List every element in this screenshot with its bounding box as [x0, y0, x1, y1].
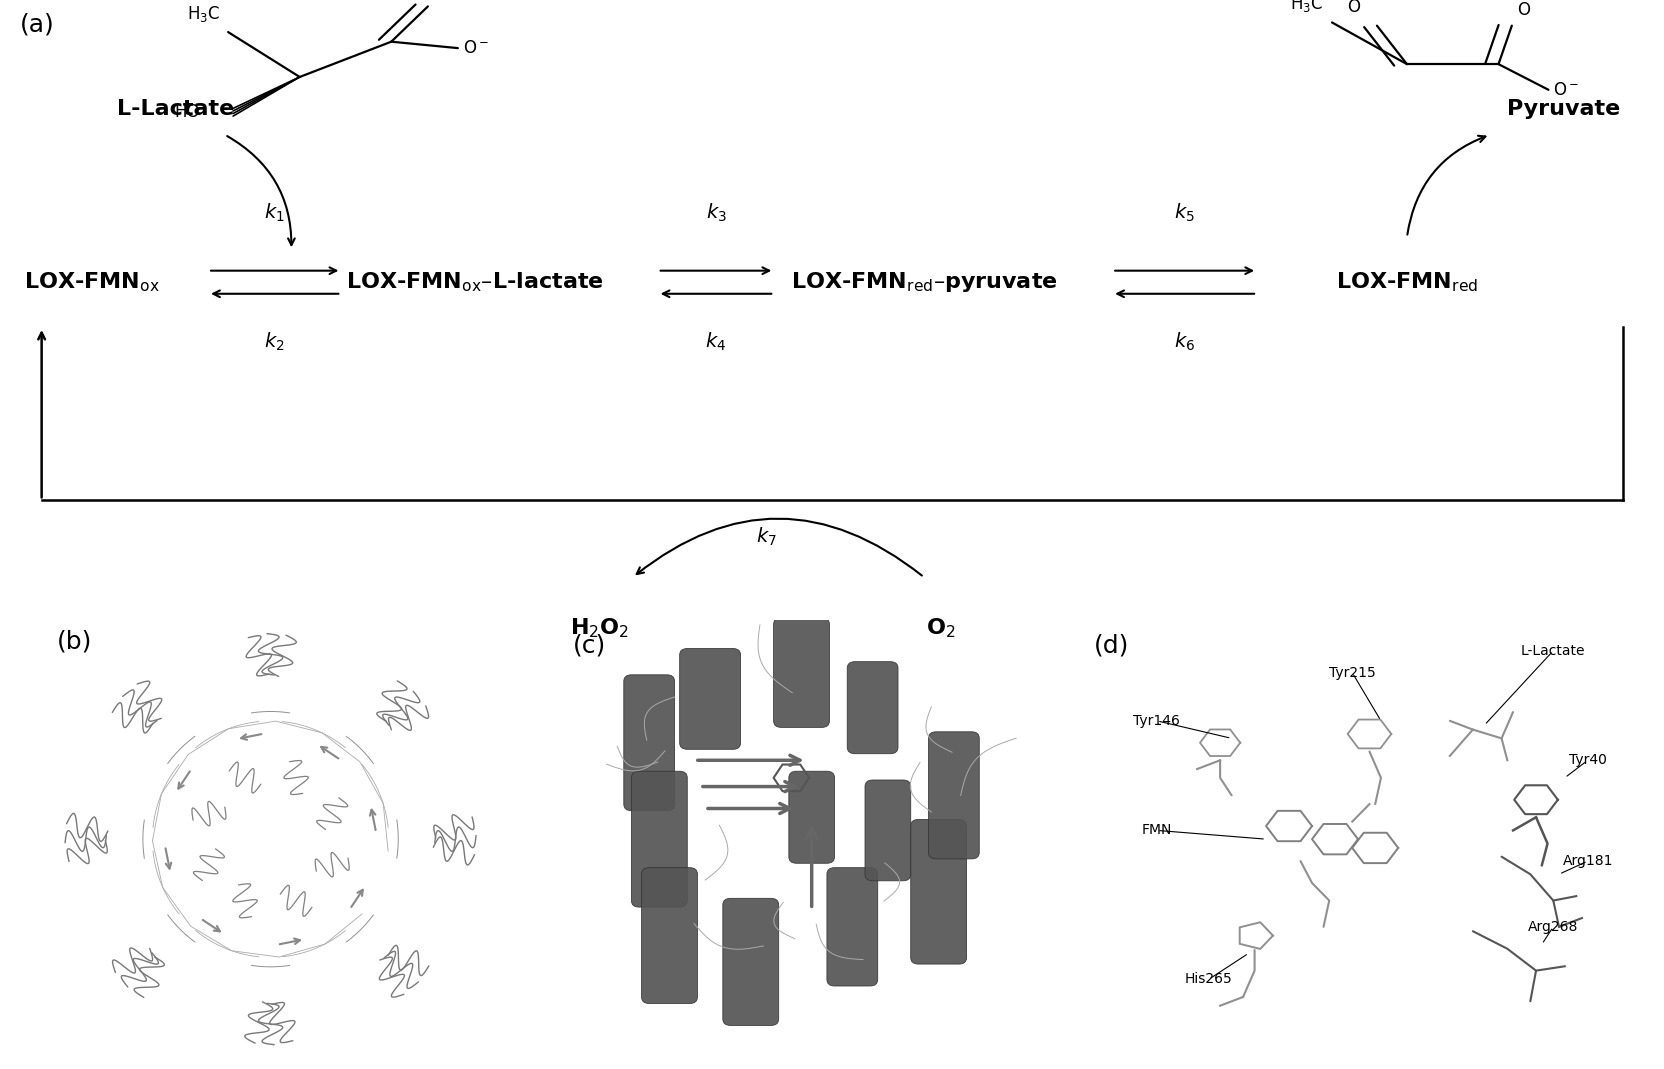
- Text: Tyr215: Tyr215: [1328, 666, 1374, 680]
- FancyBboxPatch shape: [631, 771, 687, 908]
- Text: HO: HO: [175, 104, 200, 121]
- Text: $k_3$: $k_3$: [706, 202, 726, 224]
- Text: Pyruvate: Pyruvate: [1506, 99, 1619, 119]
- Text: LOX-FMN$_{\rm ox}$–L-lactate: LOX-FMN$_{\rm ox}$–L-lactate: [346, 270, 602, 294]
- Text: (b): (b): [57, 630, 93, 653]
- Text: O$^-$: O$^-$: [1553, 81, 1579, 98]
- Text: L-Lactate: L-Lactate: [1521, 644, 1584, 657]
- FancyBboxPatch shape: [624, 675, 674, 810]
- Text: O: O: [1516, 1, 1529, 19]
- Text: Tyr146: Tyr146: [1133, 714, 1180, 728]
- Text: O$_2$: O$_2$: [925, 617, 955, 640]
- FancyBboxPatch shape: [679, 649, 740, 749]
- Text: (c): (c): [572, 633, 606, 657]
- Text: $k_7$: $k_7$: [755, 526, 775, 548]
- Text: H$_3$C: H$_3$C: [1290, 0, 1323, 14]
- FancyBboxPatch shape: [722, 898, 779, 1025]
- Text: Arg268: Arg268: [1528, 919, 1577, 934]
- Text: (a): (a): [20, 13, 55, 36]
- FancyBboxPatch shape: [865, 780, 910, 881]
- Text: His265: His265: [1185, 973, 1231, 987]
- Text: $k_1$: $k_1$: [265, 202, 285, 224]
- Text: LOX-FMN$_{\rm ox}$: LOX-FMN$_{\rm ox}$: [23, 270, 160, 294]
- Text: O: O: [1346, 0, 1359, 16]
- Text: H$_2$O$_2$: H$_2$O$_2$: [569, 617, 629, 640]
- Text: FMN: FMN: [1142, 823, 1171, 837]
- Text: $k_5$: $k_5$: [1173, 202, 1195, 224]
- Text: LOX-FMN$_{\rm red}$: LOX-FMN$_{\rm red}$: [1335, 270, 1478, 294]
- Text: L-Lactate: L-Lactate: [116, 99, 233, 119]
- FancyBboxPatch shape: [847, 662, 897, 754]
- Text: Arg181: Arg181: [1561, 854, 1612, 868]
- Text: LOX-FMN$_{\rm red}$–pyruvate: LOX-FMN$_{\rm red}$–pyruvate: [790, 270, 1057, 294]
- Text: H$_3$C: H$_3$C: [186, 3, 220, 24]
- FancyBboxPatch shape: [827, 868, 877, 986]
- Text: $k_2$: $k_2$: [265, 330, 285, 353]
- FancyBboxPatch shape: [929, 732, 978, 858]
- FancyBboxPatch shape: [641, 868, 697, 1004]
- Text: (d): (d): [1093, 633, 1128, 657]
- Text: $k_6$: $k_6$: [1173, 330, 1195, 353]
- FancyBboxPatch shape: [910, 820, 967, 964]
- Text: Tyr40: Tyr40: [1567, 754, 1606, 768]
- Text: $k_4$: $k_4$: [706, 330, 726, 353]
- FancyBboxPatch shape: [774, 618, 829, 727]
- FancyBboxPatch shape: [789, 771, 834, 864]
- Text: O$^-$: O$^-$: [463, 40, 489, 57]
